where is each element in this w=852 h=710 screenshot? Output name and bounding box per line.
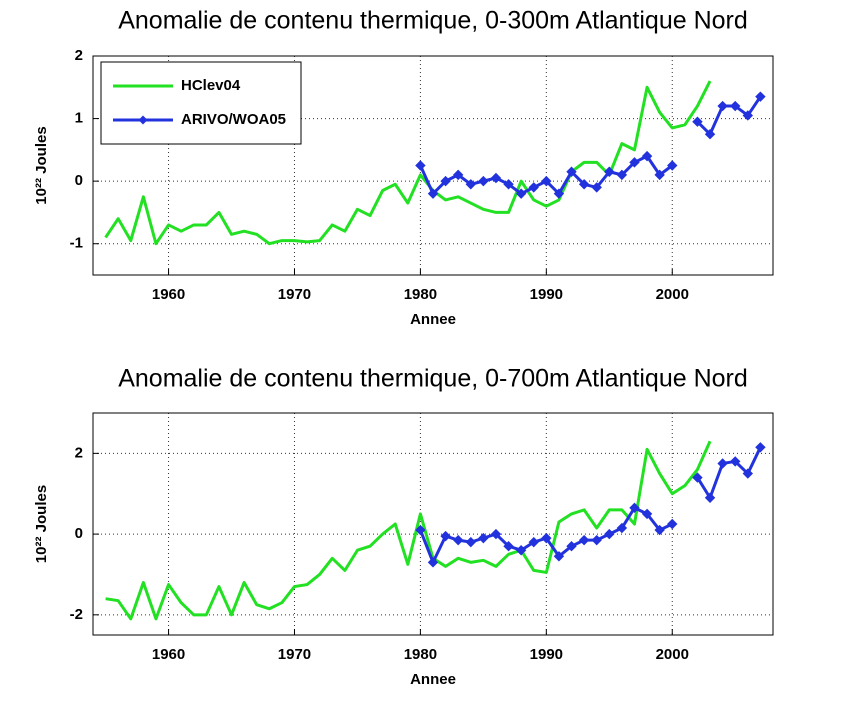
marker (629, 157, 640, 168)
x-tick-label: 2000 (656, 286, 689, 303)
x-tick-label: 1990 (530, 646, 563, 663)
marker (515, 545, 527, 556)
y-axis-label: 10²² Joules (33, 126, 50, 204)
marker (478, 175, 489, 187)
chart-title: Anomalie de contenu thermique, 0-300m At… (118, 7, 748, 35)
marker (604, 166, 615, 177)
marker (591, 534, 602, 546)
marker (503, 540, 514, 552)
marker (704, 492, 716, 503)
marker (503, 179, 514, 190)
legend-label: HClev04 (181, 77, 241, 94)
y-tick-label: 2 (75, 47, 83, 64)
marker (478, 532, 489, 544)
marker (717, 458, 728, 469)
marker (730, 456, 741, 467)
y-tick-label: -2 (70, 606, 83, 623)
marker (465, 179, 476, 190)
plot-area (93, 413, 773, 635)
x-tick-label: 2000 (656, 646, 689, 663)
x-tick-label: 1960 (152, 646, 185, 663)
marker (452, 169, 464, 181)
marker (742, 468, 754, 479)
marker (490, 528, 502, 540)
x-tick-label: 1990 (530, 286, 563, 303)
marker (667, 160, 678, 171)
x-tick-label: 1970 (278, 286, 311, 303)
marker (415, 524, 426, 536)
marker (490, 172, 502, 184)
axes-frame (92, 55, 774, 276)
y-tick-label: 2 (75, 444, 83, 461)
marker (629, 502, 640, 514)
marker (578, 179, 590, 190)
marker (641, 508, 653, 520)
marker (440, 530, 451, 542)
marker (541, 175, 552, 187)
marker (717, 100, 728, 112)
marker (742, 110, 754, 121)
marker (566, 540, 577, 552)
y-tick-label: 0 (75, 172, 83, 189)
x-tick-label: 1970 (278, 646, 311, 663)
y-tick-label: 0 (75, 525, 83, 542)
series-line (105, 440, 712, 621)
marker (641, 150, 653, 162)
legend-box (100, 61, 302, 145)
x-axis-label: Annee (410, 311, 456, 328)
marker (553, 551, 565, 562)
x-tick-label: 1960 (152, 286, 185, 303)
marker (755, 442, 766, 453)
x-tick-label: 1980 (404, 286, 437, 303)
marker (415, 160, 426, 171)
marker (578, 534, 590, 546)
marker (528, 182, 539, 193)
marker (591, 182, 602, 193)
marker (528, 536, 539, 548)
marker (616, 169, 628, 181)
marker (667, 518, 678, 530)
marker (704, 129, 716, 140)
legend-marker (138, 115, 148, 125)
marker (654, 169, 665, 181)
marker (654, 524, 665, 536)
y-axis-label: 10²² Joules (33, 485, 50, 563)
marker (604, 528, 615, 540)
marker (440, 175, 451, 187)
x-tick-label: 1980 (404, 646, 437, 663)
y-tick-label: -1 (70, 235, 83, 252)
marker (427, 188, 439, 199)
marker (566, 166, 577, 177)
marker (553, 188, 565, 199)
axes-frame (92, 412, 774, 636)
marker (692, 472, 703, 483)
marker (616, 522, 628, 534)
legend-label: ARIVO/WOA05 (181, 111, 286, 128)
marker (755, 91, 766, 102)
marker (427, 557, 439, 568)
y-tick-label: 1 (75, 110, 83, 127)
x-axis-label: Annee (410, 671, 456, 688)
marker (541, 532, 552, 544)
marker (515, 188, 527, 199)
marker (692, 116, 703, 127)
marker (465, 536, 476, 548)
marker (730, 100, 741, 112)
chart-title: Anomalie de contenu thermique, 0-700m At… (118, 365, 748, 393)
marker (452, 534, 464, 546)
